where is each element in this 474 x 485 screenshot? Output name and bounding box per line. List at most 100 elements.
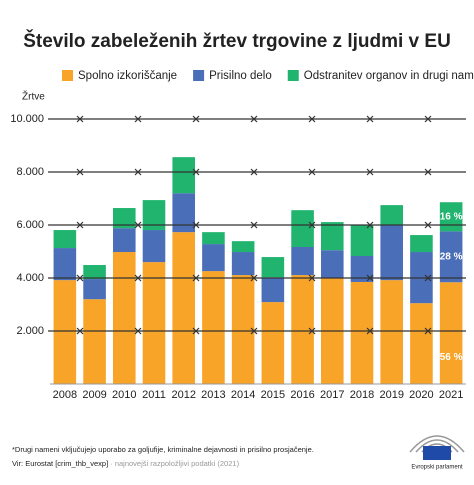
y-tick-label: 4.000 bbox=[16, 272, 44, 284]
x-tick-label: 2013 bbox=[201, 389, 225, 401]
bar-segment bbox=[439, 202, 463, 232]
bar-segment bbox=[202, 232, 225, 245]
barb bbox=[76, 221, 84, 229]
bar-segment bbox=[231, 275, 255, 384]
y-tick-label: 6.000 bbox=[16, 219, 44, 231]
bar-segment bbox=[202, 271, 225, 384]
barb bbox=[134, 168, 142, 176]
x-tick-label: 2016 bbox=[290, 389, 314, 401]
y-tick-label: 2.000 bbox=[16, 325, 44, 337]
bar-segment bbox=[172, 157, 196, 194]
barb bbox=[192, 274, 200, 282]
barb bbox=[250, 115, 258, 123]
bar-segment bbox=[53, 248, 77, 281]
logo: Evropski parlament bbox=[409, 435, 465, 471]
barb bbox=[134, 274, 142, 282]
legend-label: Spolno izkoriščanje bbox=[78, 70, 177, 82]
barb bbox=[250, 327, 258, 335]
barb bbox=[308, 327, 316, 335]
x-tick-label: 2011 bbox=[142, 389, 166, 401]
barb bbox=[192, 327, 200, 335]
bar-segment bbox=[142, 200, 166, 231]
barb bbox=[424, 221, 432, 229]
x-tick-label: 2012 bbox=[171, 389, 195, 401]
barb bbox=[192, 221, 200, 229]
barb bbox=[134, 115, 142, 123]
source-note: · najnovejši razpoložljivi podatki (2021… bbox=[110, 459, 239, 468]
bar-segment bbox=[172, 193, 196, 233]
footnote: *Drugi nameni vključujejo uporabo za gol… bbox=[12, 445, 314, 454]
legend-swatch bbox=[193, 70, 205, 81]
bar-segment bbox=[291, 246, 314, 276]
barb bbox=[250, 221, 258, 229]
barb bbox=[134, 221, 142, 229]
barb bbox=[76, 327, 84, 335]
barb bbox=[366, 221, 374, 229]
legend-label: Odstranitev organov in drugi nameni* bbox=[304, 70, 474, 82]
bar-segment bbox=[231, 241, 255, 253]
barb bbox=[366, 115, 374, 123]
barb bbox=[250, 168, 258, 176]
bar-segment bbox=[350, 281, 374, 384]
y-tick-label: 10.000 bbox=[10, 113, 44, 125]
bar-segment bbox=[380, 225, 404, 281]
legend-swatch bbox=[287, 70, 299, 81]
x-tick-label: 2019 bbox=[379, 389, 403, 401]
barb bbox=[250, 274, 258, 282]
barb bbox=[308, 115, 316, 123]
barb bbox=[308, 221, 316, 229]
barb bbox=[366, 327, 374, 335]
bar-segment bbox=[231, 252, 255, 276]
x-tick-label: 2017 bbox=[320, 389, 344, 401]
barb bbox=[366, 168, 374, 176]
barb bbox=[192, 115, 200, 123]
bar-segment bbox=[112, 208, 136, 229]
bar-segment bbox=[380, 205, 404, 226]
bar-segment bbox=[142, 262, 166, 384]
barb bbox=[76, 274, 84, 282]
bar-segment bbox=[320, 250, 344, 278]
bar-segment bbox=[142, 230, 166, 263]
y-tick-label: 8.000 bbox=[16, 166, 44, 178]
bar-segment bbox=[439, 231, 463, 283]
bar-segment bbox=[172, 232, 196, 384]
bar-segment bbox=[261, 277, 285, 303]
source: Vir: Eurostat [crim_thb_vexp] · najnovej… bbox=[12, 459, 240, 468]
x-tick-label: 2021 bbox=[439, 389, 463, 401]
source-text: Vir: Eurostat [crim_thb_vexp] bbox=[12, 459, 108, 468]
legend-swatch bbox=[62, 70, 73, 81]
y-axis-label: Žrtve bbox=[22, 90, 45, 103]
share-label: 16 % bbox=[440, 211, 463, 222]
barb bbox=[366, 274, 374, 282]
bar-segment bbox=[439, 282, 463, 384]
x-tick-label: 2018 bbox=[350, 389, 374, 401]
barb bbox=[308, 168, 316, 176]
barb bbox=[424, 327, 432, 335]
bar-segment bbox=[112, 228, 136, 253]
bar-segment bbox=[83, 279, 106, 300]
barb bbox=[192, 168, 200, 176]
bar-segment bbox=[83, 265, 106, 280]
bar-segment bbox=[410, 303, 433, 384]
bar-segment bbox=[291, 210, 314, 247]
bar-segment bbox=[380, 280, 404, 384]
x-tick-label: 2008 bbox=[53, 389, 77, 401]
x-tick-label: 2014 bbox=[231, 389, 255, 401]
chart-title: Število zabeleženih žrtev trgovine z lju… bbox=[23, 30, 451, 52]
barb bbox=[76, 115, 84, 123]
barb bbox=[76, 168, 84, 176]
bar-segment bbox=[350, 225, 374, 257]
bar-segment bbox=[83, 299, 106, 384]
x-tick-label: 2010 bbox=[112, 389, 136, 401]
legend-label: Prisilno delo bbox=[209, 70, 272, 82]
bar-segment bbox=[53, 280, 77, 384]
barb bbox=[424, 115, 432, 123]
share-label: 56 % bbox=[440, 352, 463, 363]
bar-segment bbox=[261, 257, 285, 278]
bar-segment bbox=[112, 252, 136, 384]
bar-segment bbox=[320, 222, 344, 251]
bar-segment bbox=[53, 230, 77, 249]
bar-segment bbox=[410, 235, 433, 253]
